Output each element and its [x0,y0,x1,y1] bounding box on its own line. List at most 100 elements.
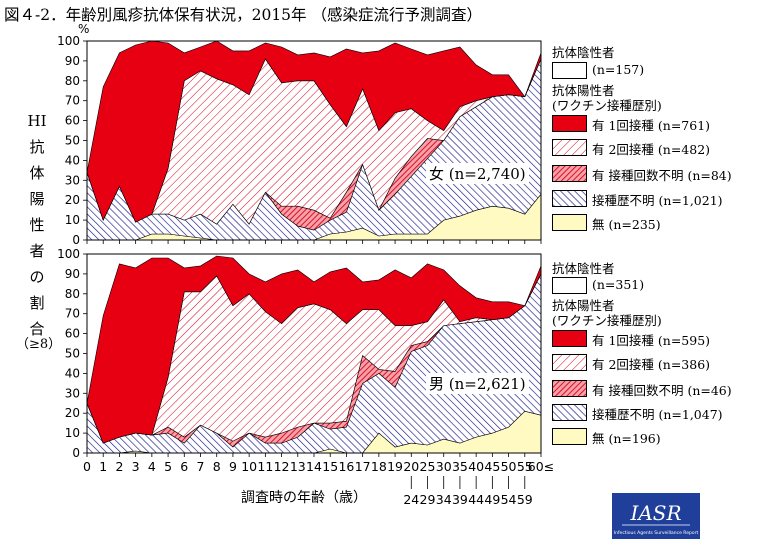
logo-subtext: Infectious Agents Surveillance Report [614,530,699,536]
legend-swatch [552,62,587,79]
legend-label: 無 (n=196) [592,431,661,446]
legend-label: (n=157) [592,62,645,77]
x-tick-sublabel: 34 [436,492,452,507]
y-axis-label-char: 者 [29,242,45,260]
y-axis-label-char: 合 [29,320,45,338]
legend-swatch [552,404,587,421]
x-tick-label: 19 [387,459,403,474]
y-tick-label: 40 [65,153,80,167]
chart-panel: 0 10 20 30 40 50 60 70 80 90 100 [57,34,542,247]
y-tick-label: 60 [65,114,80,128]
legend-swatch [552,190,587,207]
y-axis-label-char: 陽 [29,190,45,208]
x-tick-label: 60≤ [528,459,554,474]
legend-label: 有 接種回数不明 (n=46) [592,383,732,398]
x-tick-label: 45 [484,459,500,474]
percent-unit: % [78,22,90,36]
y-tick-label: 40 [65,366,80,380]
x-tick-label: 17 [355,459,371,474]
legend-label: 有 接種回数不明 (n=84) [592,168,732,183]
y-tick-label: 80 [65,74,80,88]
legend-negative-title: 抗体陰性者 [552,261,615,276]
x-tick-label: 50 [501,459,517,474]
panel-total-label: 男 (n=2,621) [426,373,529,394]
x-axis-title: 調査時の年齢（歳） [241,490,367,506]
x-tick-label: 55 [517,459,533,474]
legend-label: 有 1回接種 (n=595) [592,333,711,348]
x-tick-label: 7 [197,459,205,474]
y-tick-label: 80 [65,287,80,301]
legend-swatch [552,380,587,397]
x-tick-label: 13 [290,459,306,474]
y-axis-label-char: 割 [29,294,45,312]
legend-swatch [552,277,587,294]
y-tick-label: 20 [65,406,80,420]
x-tick-label: 15 [322,459,338,474]
x-tick-label: 1 [99,459,107,474]
y-axis-label-char: 抗 [29,138,45,156]
x-tick-sublabel: 39 [452,492,468,507]
y-axis-label-char: 体 [29,164,45,182]
legend-swatch [552,330,587,347]
legend-label: 接種歴不明 (n=1,047) [592,407,723,422]
y-tick-label: 70 [65,307,80,321]
x-tick-label: 35 [452,459,468,474]
y-tick-label: 100 [57,247,80,261]
y-axis-sub-label: （≥8） [16,337,62,352]
legend-swatch [552,214,587,231]
y-tick-label: 20 [65,193,80,207]
x-tick-label: 40 [468,459,484,474]
x-tick-sublabel: 44 [468,492,484,507]
panel-total-label: 女 (n=2,740) [426,163,529,184]
legend-label: 有 2回接種 (n=482) [592,142,711,157]
chart-title: 図４-2．年齢別風疹抗体保有状況，2015年 （感染症流行予測調査） [4,6,482,24]
y-tick-label: 70 [65,94,80,108]
logo-text: IASR [629,501,681,525]
x-tick-label: 18 [371,459,387,474]
y-tick-label: 0 [72,233,80,247]
x-tick-label: 30 [436,459,452,474]
x-tick-label: 25 [420,459,436,474]
y-tick-label: 30 [65,386,80,400]
x-tick-label: 2 [115,459,123,474]
x-tick-label: 9 [229,459,237,474]
legend-swatch [552,165,587,182]
y-axis-label-char: の [29,268,45,286]
x-tick-sublabel: 24 [403,492,419,507]
y-axis-label-char: HI [27,112,47,130]
y-tick-label: 90 [65,54,80,68]
y-tick-label: 10 [65,426,80,440]
y-tick-label: 30 [65,173,80,187]
y-tick-label: 10 [65,213,80,227]
x-tick-label: 14 [306,459,322,474]
y-tick-label: 50 [65,134,80,148]
legend-label: 接種歴不明 (n=1,021) [592,193,723,208]
legend-label: 有 2回接種 (n=386) [592,357,711,372]
legend-swatch [552,354,587,371]
y-axis-label: HI 抗 体 陽 性 者 の 割 合 [27,108,47,342]
x-tick-label: 6 [180,459,188,474]
y-tick-label: 0 [72,446,80,460]
x-tick-sublabel: 54 [501,492,517,507]
x-tick-sublabel: 59 [517,492,533,507]
x-tick-label: 8 [213,459,221,474]
legend-swatch [552,139,587,156]
y-tick-label: 60 [65,327,80,341]
legend-label: 無 (n=235) [592,217,661,232]
x-tick-label: 4 [148,459,156,474]
iasr-logo: IASR Infectious Agents Surveillance Repo… [612,493,700,539]
x-tick-label: 12 [274,459,290,474]
legend-swatch [552,428,587,445]
y-tick-label: 100 [57,34,80,48]
legend-label: 有 1回接種 (n=761) [592,118,711,133]
y-tick-label: 90 [65,267,80,281]
x-tick-label: 0 [83,459,91,474]
x-tick-label: 11 [257,459,273,474]
x-tick-label: 10 [241,459,257,474]
legend-positive-title: 抗体陽性者 [552,83,615,98]
y-tick-label: 50 [65,347,80,361]
x-tick-sublabel: 49 [484,492,500,507]
x-tick-label: 16 [338,459,354,474]
